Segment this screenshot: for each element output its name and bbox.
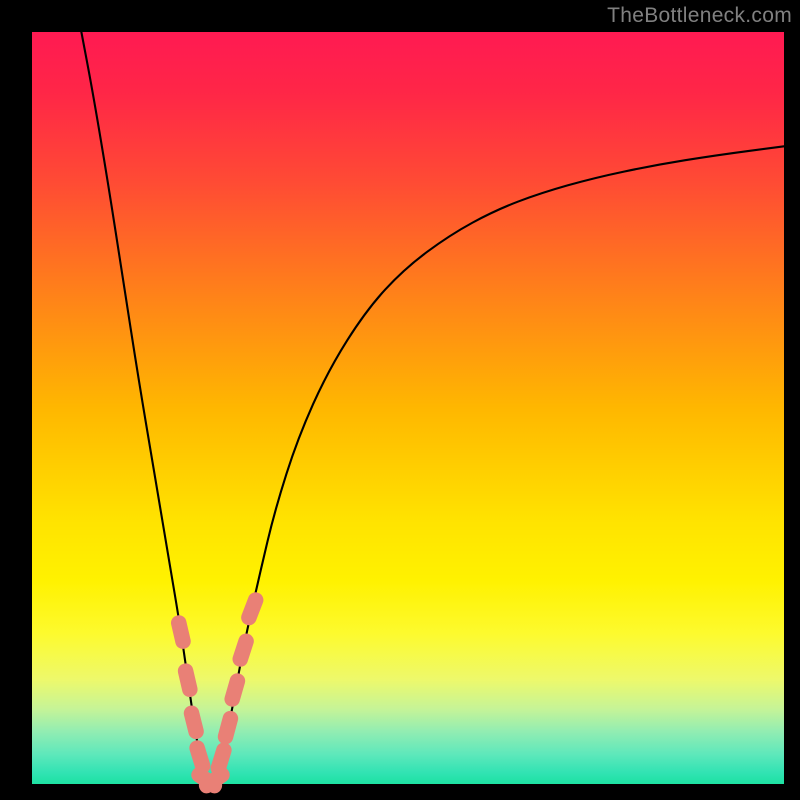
chart-svg	[0, 0, 800, 800]
watermark-text: TheBottleneck.com	[607, 4, 792, 28]
chart-stage: TheBottleneck.com	[0, 0, 800, 800]
gradient-plot-area	[32, 32, 784, 784]
